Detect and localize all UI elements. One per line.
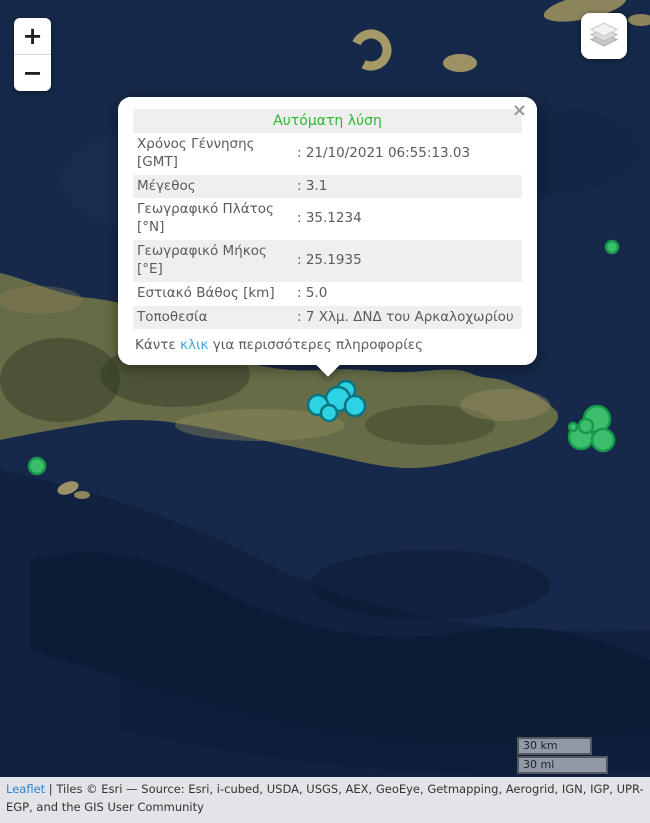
row-value-magnitude: : 3.1: [297, 177, 328, 194]
footer-text: Κάντε: [135, 337, 181, 354]
zoom-out-button[interactable]: −: [22, 59, 43, 87]
row-value-latitude: : 35.1234: [297, 210, 362, 227]
row-label-location: Τοποθεσία: [137, 308, 208, 325]
island-anafi: [443, 54, 477, 72]
layers-icon: [589, 22, 619, 47]
popup-footer: Κάντε κλικ για περισσότερες πληροφορίες: [133, 329, 522, 355]
earthquake-marker-green[interactable]: [27, 456, 47, 476]
row-label-depth: Εστιακό Βάθος [km]: [137, 284, 275, 301]
zoom-in-button[interactable]: +: [14, 18, 51, 55]
row-value-origin-time: : 21/10/2021 06:55:13.03: [297, 144, 471, 161]
earthquake-popup: × Αυτόματη λύση Χρόνος Γέννησης [GMT] : …: [118, 97, 537, 378]
row-label-origin-time: Χρόνος Γέννησης [GMT]: [137, 136, 255, 170]
attribution-bar: Leaflet | Tiles © Esri — Source: Esri, i…: [0, 777, 650, 823]
earthquake-marker-green[interactable]: [590, 427, 616, 453]
row-label-longitude: Γεωγραφικό Μήκος [°E]: [137, 243, 267, 277]
island-northeast: [628, 14, 650, 26]
sea-shading: [310, 550, 550, 620]
earthquake-marker-teal[interactable]: [319, 403, 339, 423]
popup-close-icon[interactable]: ×: [511, 100, 527, 121]
leaflet-link[interactable]: Leaflet: [6, 782, 46, 797]
scale-mi: 30 mi: [517, 756, 608, 774]
more-info-link[interactable]: κλικ: [180, 337, 209, 354]
attribution-text: | Tiles © Esri — Source: Esri, i-cubed, …: [6, 782, 644, 815]
earthquake-marker-green[interactable]: [604, 239, 620, 255]
row-value-longitude: : 25.1935: [297, 251, 362, 268]
popup-content: × Αυτόματη λύση Χρόνος Γέννησης [GMT] : …: [118, 97, 537, 366]
land-texture: [460, 389, 550, 421]
popup-title: Αυτόματη λύση: [133, 109, 522, 133]
footer-text: για περισσότερες πληροφορίες: [208, 337, 424, 354]
row-label-latitude: Γεωγραφικό Πλάτος [°N]: [137, 201, 274, 236]
earthquake-marker-green[interactable]: [577, 417, 595, 435]
row-label-magnitude: Μέγεθος: [137, 177, 196, 194]
layers-control[interactable]: [581, 13, 627, 59]
islet-paximadia: [74, 491, 90, 499]
earthquake-table: Αυτόματη λύση Χρόνος Γέννησης [GMT] : 21…: [133, 109, 522, 330]
row-value-location: : 7 Χλμ. ΔΝΔ του Αρκαλοχωρίου: [297, 308, 514, 325]
zoom-control: + −: [14, 18, 51, 91]
islet-paximadia: [57, 481, 79, 495]
island-northeast: [543, 0, 627, 22]
land-texture: [0, 286, 82, 314]
land-texture: [0, 338, 120, 422]
row-value-depth: : 5.0: [297, 284, 328, 301]
earthquake-marker-green[interactable]: [567, 421, 579, 433]
scale-control: 30 km 30 mi: [517, 737, 608, 774]
island-santorini: [350, 29, 392, 71]
scale-km: 30 km: [517, 737, 592, 755]
land-texture: [365, 405, 495, 445]
land-texture: [175, 409, 345, 441]
earthquake-marker-teal[interactable]: [343, 394, 367, 418]
